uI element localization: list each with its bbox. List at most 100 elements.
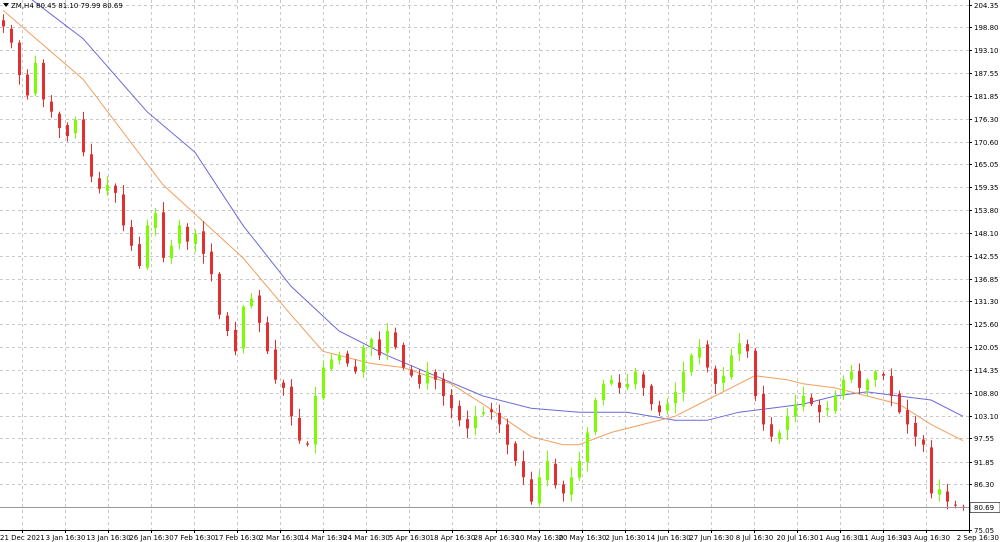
candle-body: [434, 372, 437, 380]
candle-up: [74, 116, 77, 139]
candle-body: [18, 42, 21, 76]
candle-body: [722, 375, 725, 384]
candle-up: [578, 451, 581, 482]
candle-down: [50, 94, 53, 118]
candle-body: [938, 489, 941, 495]
candle-body: [906, 410, 909, 425]
candle-down: [562, 480, 565, 502]
candle-body: [50, 101, 53, 112]
candle-up: [250, 292, 253, 309]
candle-body: [218, 273, 221, 315]
candle-body: [90, 154, 93, 177]
candle-body: [794, 404, 797, 417]
candle-body: [954, 504, 957, 506]
candle-down: [410, 365, 413, 378]
candle-down: [906, 399, 909, 434]
candle-up: [802, 386, 805, 412]
candle-body: [682, 371, 685, 393]
candle-body: [650, 385, 653, 405]
candle-down: [218, 271, 221, 320]
y-tick-label: 142.55: [974, 253, 999, 261]
y-tick-label: 97.55: [974, 435, 994, 443]
x-tick-label: 24 Mar 16:30: [343, 534, 390, 542]
candle-body: [154, 213, 157, 229]
candle-body: [386, 330, 389, 353]
y-tick-label: 159.35: [974, 184, 999, 192]
candle-up: [178, 219, 181, 250]
candle-body: [778, 432, 781, 440]
candle-down: [642, 371, 645, 396]
candle-body: [714, 368, 717, 384]
candle-body: [98, 178, 101, 189]
candle-up: [482, 406, 485, 417]
candle-body: [186, 226, 189, 242]
candle-body: [194, 233, 197, 244]
candle-down: [770, 417, 773, 442]
candle-body: [458, 405, 461, 421]
candle-down: [714, 365, 717, 394]
candle-body: [122, 194, 125, 226]
candle-down: [298, 408, 301, 444]
x-tick-label: 8 Jul 16:30: [736, 534, 774, 542]
candle-down: [234, 321, 237, 356]
y-tick-label: 120.05: [974, 344, 999, 352]
candle-down: [378, 331, 381, 361]
candle-down: [554, 458, 557, 489]
x-tick-label: 17 Feb 16:30: [215, 534, 261, 542]
candle-body: [202, 231, 205, 254]
candle-up: [338, 351, 341, 365]
candle-up: [106, 176, 109, 196]
candle-down: [466, 410, 469, 439]
candle-down: [418, 369, 421, 389]
candle-down: [506, 418, 509, 455]
candle-up: [242, 304, 245, 354]
candle-up: [546, 450, 549, 487]
candle-down: [274, 339, 277, 384]
x-tick-label: 13 Jan 16:30: [86, 534, 130, 542]
candle-body: [706, 344, 709, 368]
candle-down: [618, 374, 621, 394]
candle-up: [610, 375, 613, 386]
candle-body: [362, 347, 365, 373]
x-tick-label: 23 Aug 16:30: [903, 534, 950, 542]
candle-down: [706, 340, 709, 373]
chart-title: ZM,H4 80.45 81.10 79.99 80.69: [11, 2, 123, 10]
candle-body: [514, 443, 517, 461]
candle-body: [322, 367, 325, 399]
candle-down: [458, 400, 461, 427]
candle-body: [578, 460, 581, 478]
x-tick-label: 1 Aug 16:30: [819, 534, 862, 542]
candle-body: [442, 378, 445, 396]
candle-body: [858, 371, 861, 388]
candle-body: [618, 382, 621, 388]
candle-up: [474, 405, 477, 436]
candle-up: [314, 386, 317, 454]
candle-up: [586, 427, 589, 472]
candle-body: [610, 379, 613, 384]
candle-down: [10, 24, 13, 49]
candle-up: [674, 382, 677, 414]
x-tick-label: 14 Jun 16:30: [646, 534, 690, 542]
candle-body: [562, 484, 565, 494]
candle-down: [498, 404, 501, 434]
candle-body: [42, 62, 45, 100]
candle-body: [58, 113, 61, 128]
candle-body: [242, 306, 245, 349]
candle-down: [922, 435, 925, 452]
candle-body: [66, 125, 69, 137]
dropdown-triangle-icon[interactable]: [3, 3, 9, 7]
candle-body: [266, 322, 269, 352]
x-tick-label: 10 May 16:30: [515, 534, 563, 542]
candle-body: [482, 412, 485, 415]
x-tick-label: 26 Jan 16:30: [129, 534, 173, 542]
candle-body: [234, 329, 237, 352]
candle-down: [514, 441, 517, 466]
candle-body: [490, 409, 493, 413]
y-tick-label: 114.35: [974, 367, 999, 375]
candle-body: [170, 245, 173, 259]
x-tick-label: 7 Feb 16:30: [174, 534, 215, 542]
candle-down: [114, 183, 117, 203]
x-tick-label: 11 Aug 16:30: [860, 534, 907, 542]
